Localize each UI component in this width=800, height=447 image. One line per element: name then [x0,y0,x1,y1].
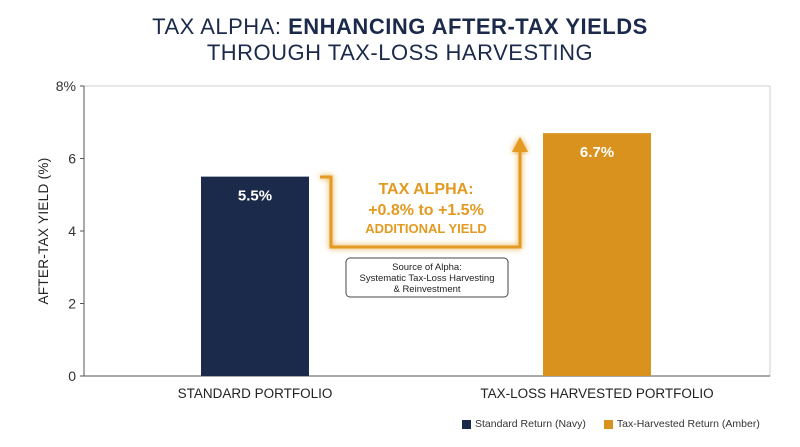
chart-title: TAX ALPHA: ENHANCING AFTER-TAX YIELDS TH… [0,14,800,66]
bar-1 [543,133,651,376]
source-box [345,257,509,298]
y-tick-label: 4 [68,223,76,239]
chart-title-part2: ENHANCING AFTER-TAX YIELDS [288,14,648,39]
bar-0 [201,176,309,376]
tax-alpha-title: TAX ALPHA: [378,181,473,198]
chart-title-line2: THROUGH TAX-LOSS HARVESTING [206,40,594,65]
x-category-label-0: STANDARD PORTFOLIO [178,386,333,401]
y-tick-label: 2 [68,296,76,312]
legend-item-harvested: Tax-Harvested Return (Amber) [603,418,760,430]
bar-value-label-1: 6.7% [580,144,614,161]
x-category-label-1: TAX-LOSS HARVESTED PORTFOLIO [480,386,713,401]
y-tick-label: 0 [68,368,76,384]
source-box-line2: Systematic Tax-Loss Harvesting [360,273,495,284]
y-tick-label: 6 [68,151,76,167]
bar-value-label-0: 5.5% [238,188,272,205]
tax-alpha-range: +0.8% to +1.5% [368,202,484,219]
legend-label-harvested: Tax-Harvested Return (Amber) [616,418,760,430]
source-box-line3: & Reinvestment [393,284,460,295]
y-axis-label: AFTER-TAX YIELD (%) [36,158,51,305]
legend-swatch-harvested [603,419,613,429]
tax-alpha-arrow [320,150,522,249]
y-tick-label: 8% [56,78,76,94]
tax-alpha-subtitle: ADDITIONAL YIELD [365,221,487,236]
source-box-line1: Source of Alpha: [392,262,462,273]
tax-alpha-arrowhead [512,137,528,152]
legend: Standard Return (Navy) Tax-Harvested Ret… [462,418,760,430]
legend-swatch-standard [462,419,471,429]
legend-item-standard: Standard Return (Navy) [462,418,586,430]
chart-title-part1: TAX ALPHA: [152,14,289,39]
legend-label-standard: Standard Return (Navy) [475,418,586,430]
